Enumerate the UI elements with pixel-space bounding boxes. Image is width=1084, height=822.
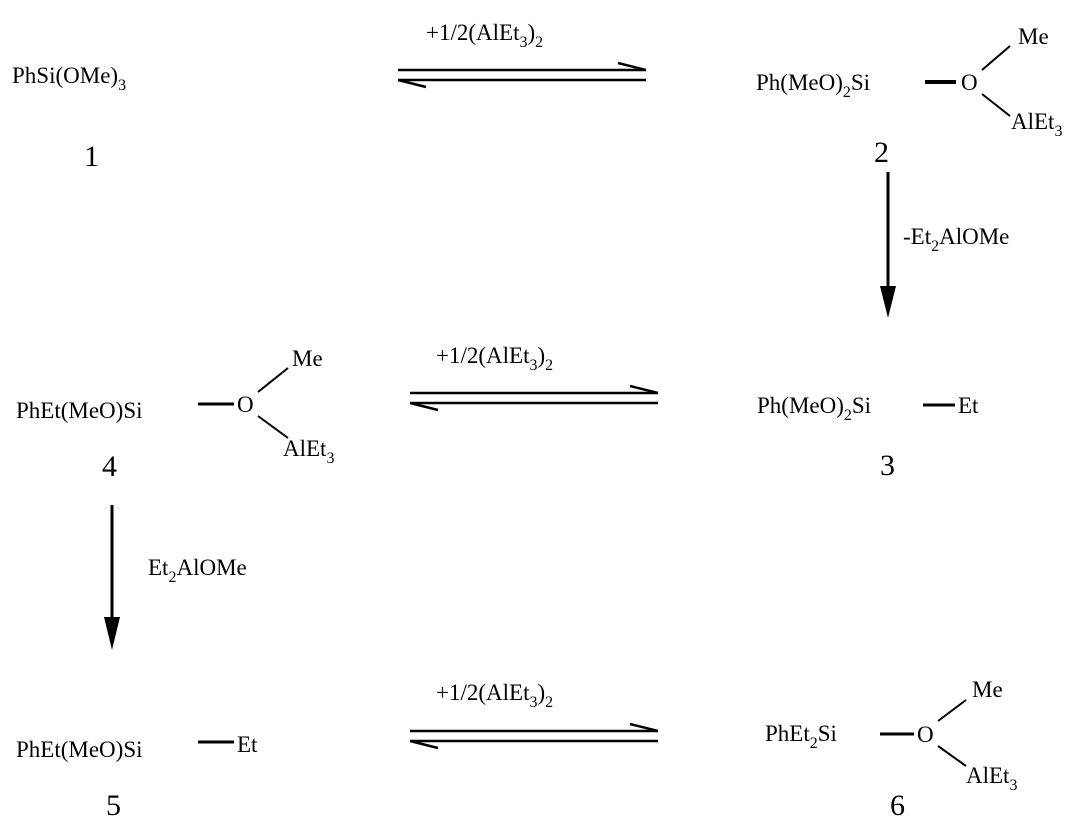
equilibrium-arrow-1-2 — [397, 61, 647, 89]
compound-1-formula: PhSi(OMe)3 — [12, 63, 126, 94]
compound-2-number: 2 — [874, 136, 889, 169]
compound-4-aluminum: AlEt3 — [283, 436, 334, 467]
compound-6-methyl: Me — [972, 677, 1003, 702]
o-al-bond — [257, 415, 289, 439]
compound-2-methyl: Me — [1018, 24, 1049, 49]
arrow-4-5 — [104, 505, 120, 650]
compound-2-formula: Ph(MeO)2Si — [756, 70, 870, 101]
compound-2-oxygen: O — [961, 70, 978, 95]
compound-6-number: 6 — [890, 789, 905, 822]
compound-1-number: 1 — [84, 140, 99, 173]
compound-5: PhEt(MeO)Si Et 5 — [16, 732, 258, 822]
o-al-bond — [981, 93, 1011, 117]
equilibrium-arrow-4-3 — [409, 384, 659, 412]
compound-3: Ph(MeO)2Si Et 3 — [757, 393, 979, 482]
compound-4-formula: PhEt(MeO)Si — [16, 398, 143, 423]
o-me-bond — [981, 45, 1011, 71]
compound-3-ethyl: Et — [958, 393, 979, 418]
compound-1: PhSi(OMe)3 1 — [12, 63, 126, 173]
compound-6-oxygen: O — [917, 722, 934, 747]
compound-5-number: 5 — [106, 789, 121, 822]
reagent-label-4-3: +1/2(AlEt3)2 — [436, 343, 553, 374]
compound-4: PhEt(MeO)Si O Me AlEt3 4 — [16, 346, 334, 483]
o-al-bond — [937, 745, 967, 767]
compound-3-formula: Ph(MeO)2Si — [757, 393, 871, 424]
compound-6-formula: PhEt2Si — [765, 721, 837, 752]
compound-2-aluminum: AlEt3 — [1011, 109, 1062, 140]
compound-4-methyl: Me — [292, 346, 323, 371]
compound-4-oxygen: O — [237, 392, 254, 417]
equilibrium-arrow-5-6 — [409, 722, 659, 750]
compound-3-number: 3 — [880, 449, 895, 482]
arrow-2-3 — [880, 172, 896, 318]
compound-6-aluminum: AlEt3 — [966, 763, 1017, 794]
reagent-label-4-5: Et2AlOMe — [148, 555, 247, 586]
o-me-bond — [257, 367, 289, 393]
compound-2: Ph(MeO)2Si O Me AlEt3 2 — [756, 24, 1062, 169]
o-me-bond — [937, 699, 967, 722]
reagent-label-5-6: +1/2(AlEt3)2 — [436, 680, 553, 711]
compound-5-formula: PhEt(MeO)Si — [16, 737, 143, 762]
compound-4-number: 4 — [102, 450, 117, 483]
compound-5-ethyl: Et — [237, 732, 258, 757]
reagent-label-2-3: -Et2AlOMe — [903, 224, 1009, 255]
compound-6: PhEt2Si O Me AlEt3 6 — [765, 677, 1017, 822]
reagent-label-1-2: +1/2(AlEt3)2 — [426, 20, 543, 51]
